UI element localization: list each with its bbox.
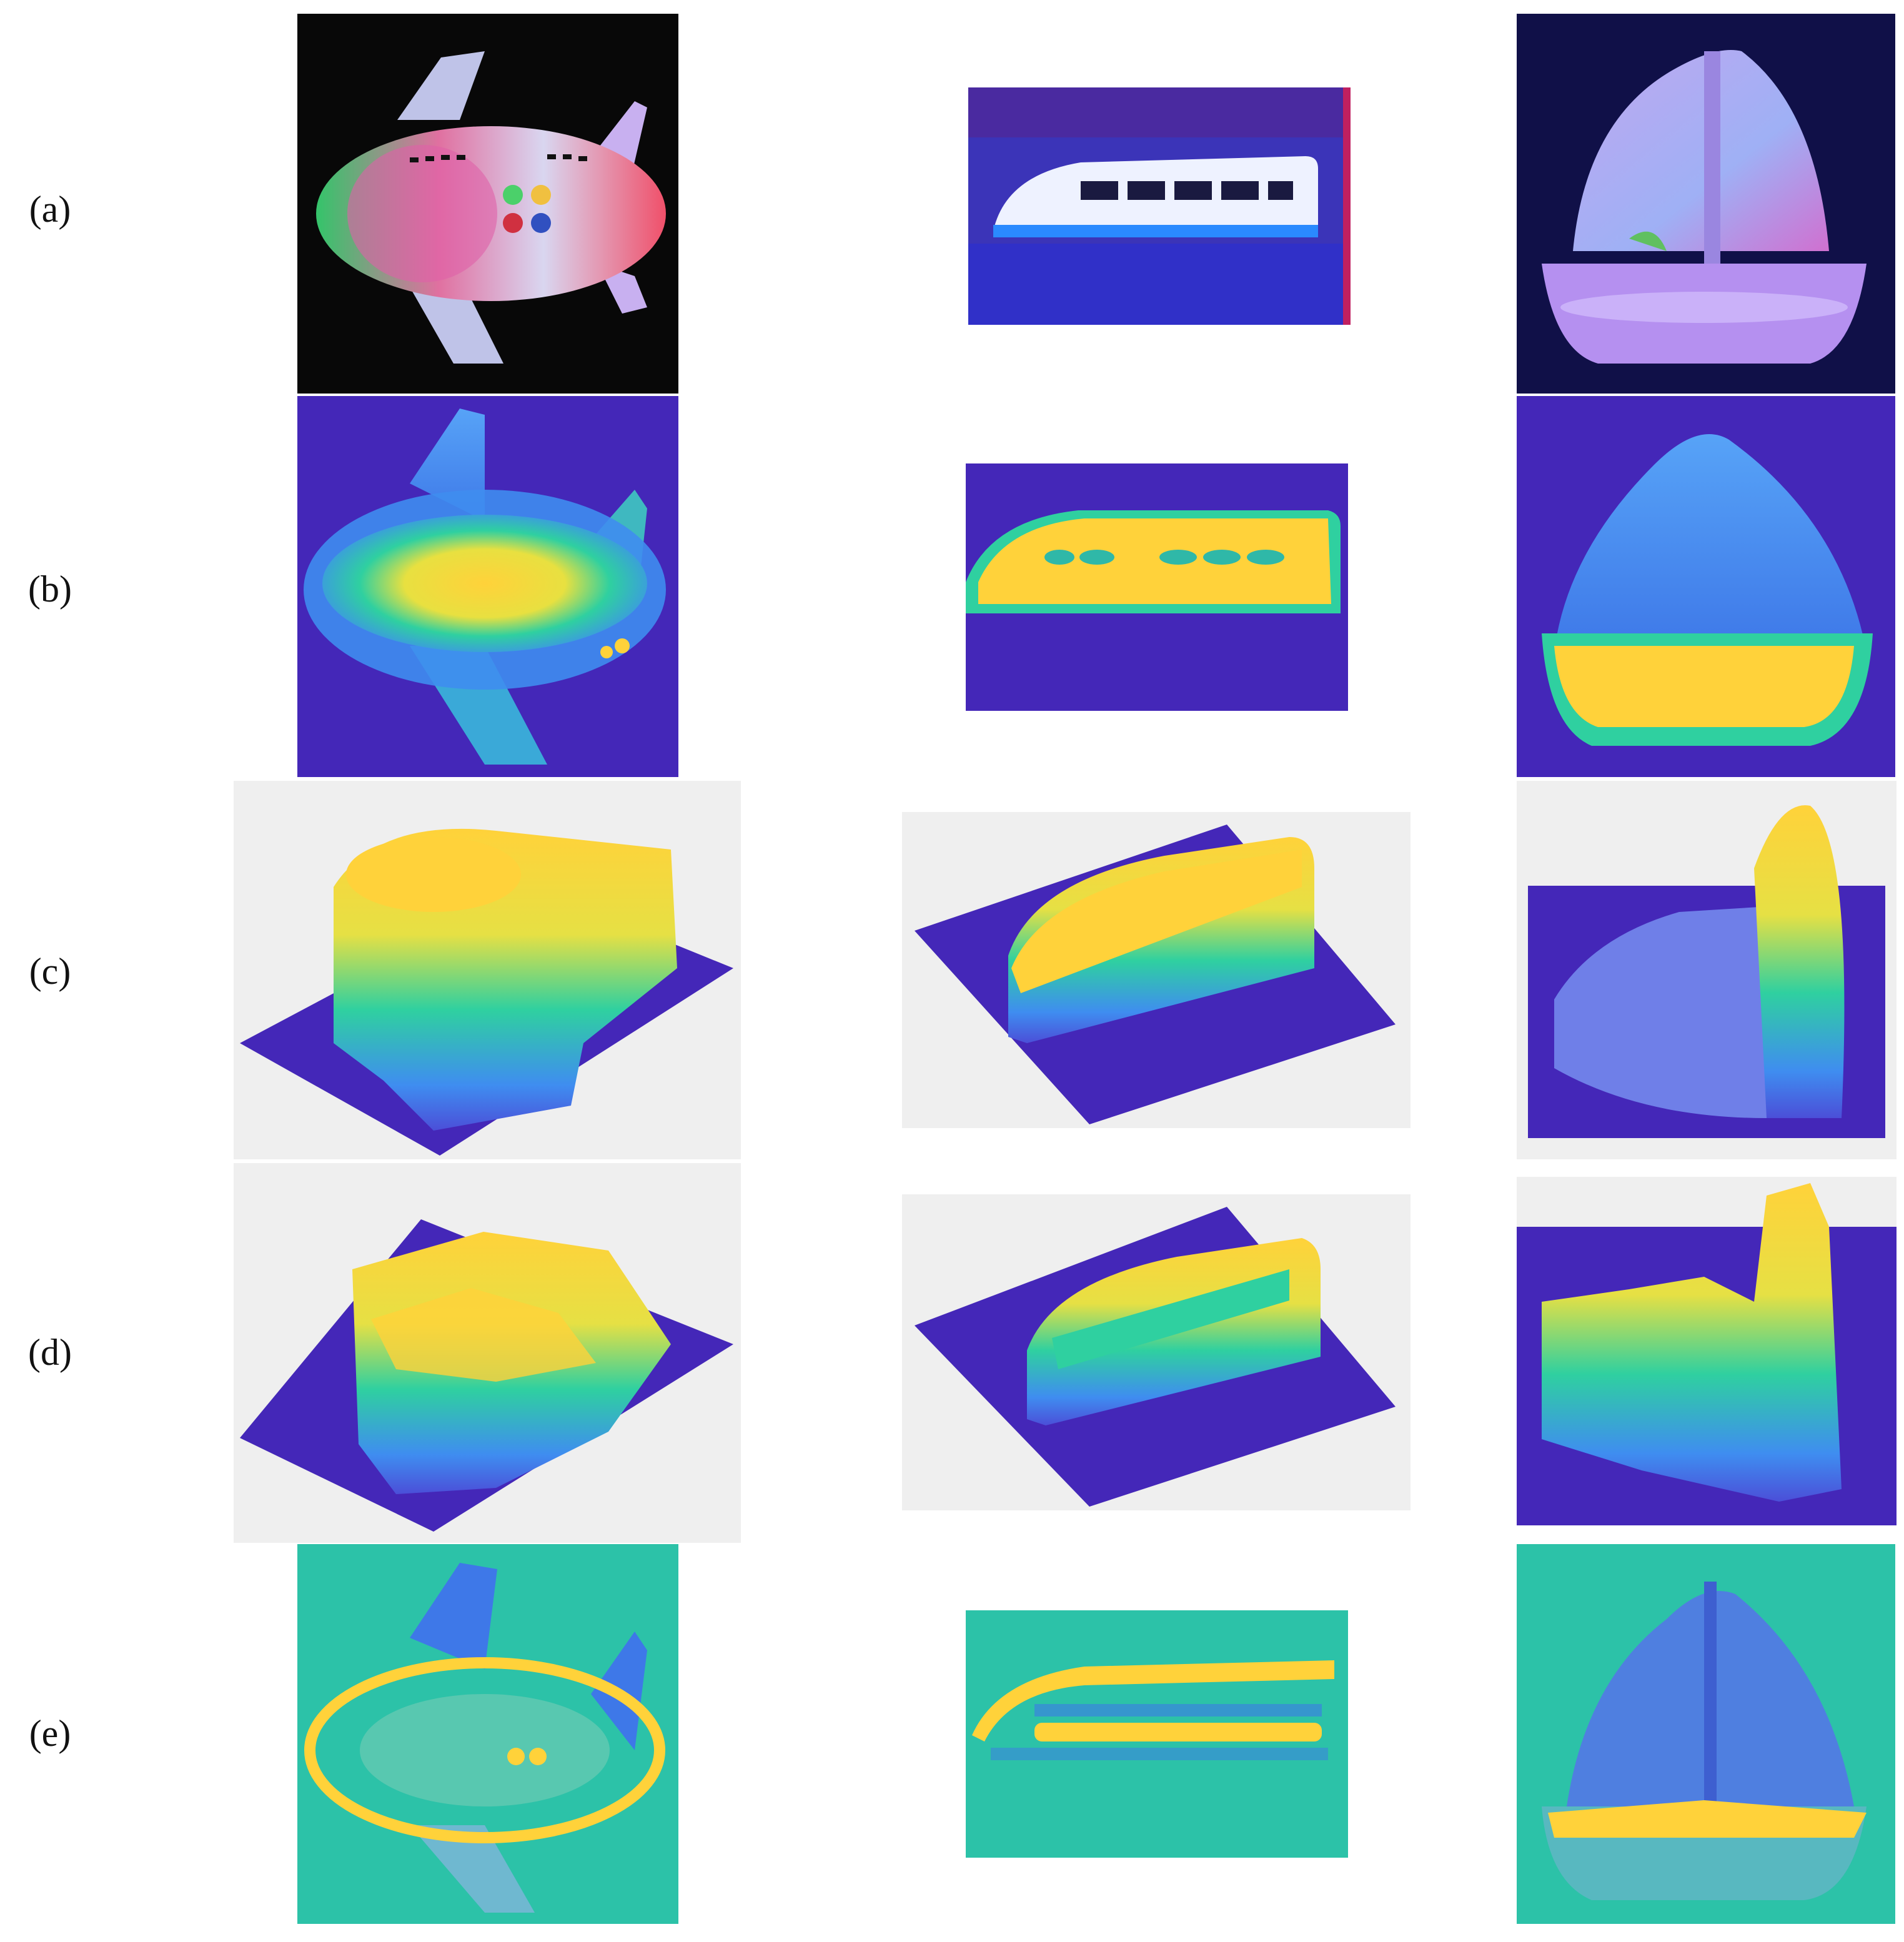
row-label-e: (e) [29,1713,71,1754]
photo-sailboat [1517,14,1895,394]
3d-surface-d-sailboat [1517,1177,1897,1525]
3d-surface-c-train [902,812,1411,1128]
depth-map-sailboat [1517,396,1895,777]
residual-map-airplane [297,1544,678,1924]
row-label-b: (b) [28,568,72,610]
depth-map-airplane [297,396,678,777]
photo-train [968,87,1351,325]
3d-surface-c-sailboat [1517,781,1897,1159]
3d-surface-d-airplane [234,1163,741,1543]
photo-airplane [297,14,678,394]
row-label-c: (c) [29,951,71,992]
3d-surface-d-train [902,1194,1411,1510]
3d-surface-c-airplane [234,781,741,1159]
residual-map-sailboat [1517,1544,1895,1924]
row-label-a: (a) [29,189,71,230]
row-label-d: (d) [28,1332,72,1373]
residual-map-train [966,1610,1348,1858]
depth-map-train [966,463,1348,711]
